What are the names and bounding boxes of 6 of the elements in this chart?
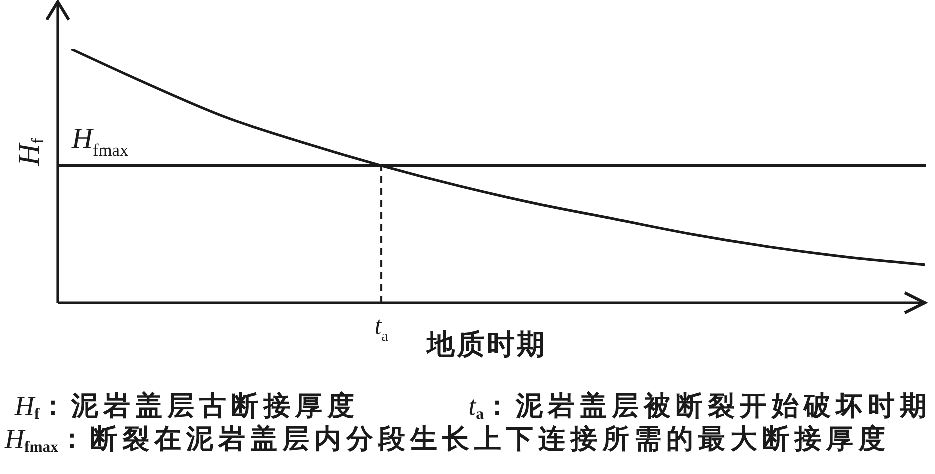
x-axis-title: 地质时期: [427, 330, 547, 361]
text: t$_{a}$：泥岩盖层被断裂开始破坏时期: [468, 391, 932, 423]
text: H$_{fmax}$：断裂在泥岩盖层内分段生长上下连接所需的最大断接厚度: [5, 424, 890, 456]
text: t$_{a}$: [374, 313, 388, 345]
text: H$_{f}$：泥岩盖层古断接厚度: [15, 391, 360, 423]
ref-line-label: H$_{fmax}$: [71, 122, 129, 160]
